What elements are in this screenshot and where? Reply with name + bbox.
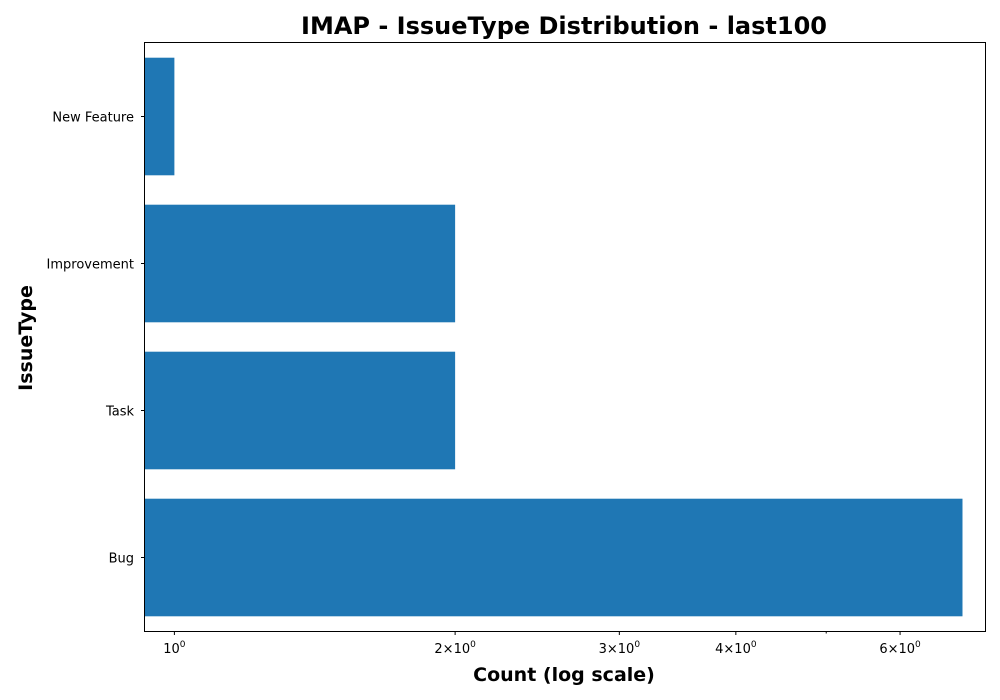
- x-tick-exponent: 0: [470, 640, 476, 650]
- bar-task: [145, 351, 456, 470]
- y-tick-label-bug: Bug: [109, 552, 134, 567]
- plot-frame: [144, 42, 986, 632]
- y-tick-label-task: Task: [105, 405, 135, 420]
- bar-bug: [145, 498, 963, 617]
- x-tick-coef: 4: [715, 642, 723, 657]
- x-tick-exponent: 0: [915, 640, 921, 650]
- x-tick-base: 10: [163, 642, 180, 657]
- x-tick-label-3: 4×100: [715, 640, 757, 657]
- x-tick-label-1: 2×100: [434, 640, 476, 657]
- x-tick-coef: 3: [599, 642, 607, 657]
- x-tick-base: 10: [899, 642, 916, 657]
- x-axis-label: Count (log scale): [473, 664, 655, 686]
- x-ticks-layer: 100 2×100 3×100 4×100 6×100: [163, 631, 921, 657]
- y-tick-label-new-feature: New Feature: [52, 111, 134, 126]
- x-tick-exponent: 0: [751, 640, 757, 650]
- x-tick-base: 10: [618, 642, 635, 657]
- x-tick-exponent: 0: [180, 640, 186, 650]
- y-tick-label-improvement: Improvement: [47, 258, 134, 273]
- x-tick-base: 10: [734, 642, 751, 657]
- x-tick-coef: 2: [434, 642, 442, 657]
- y-ticks-layer: Bug Task Improvement New Feature: [47, 111, 145, 567]
- x-tick-times: ×: [888, 642, 899, 657]
- x-tick-times: ×: [443, 642, 454, 657]
- x-tick-base: 10: [454, 642, 471, 657]
- bars-layer: [145, 57, 963, 617]
- x-tick-times: ×: [607, 642, 618, 657]
- x-tick-label-4: 6×100: [879, 640, 921, 657]
- bar-new-feature: [145, 57, 175, 176]
- x-tick-label-2: 3×100: [599, 640, 641, 657]
- bar-improvement: [145, 204, 456, 323]
- chart-title: IMAP - IssueType Distribution - last100: [301, 12, 827, 40]
- x-tick-exponent: 0: [634, 640, 640, 650]
- y-axis-label: IssueType: [15, 285, 37, 391]
- x-tick-times: ×: [723, 642, 734, 657]
- x-tick-coef: 6: [879, 642, 887, 657]
- x-tick-label-0: 100: [163, 640, 186, 657]
